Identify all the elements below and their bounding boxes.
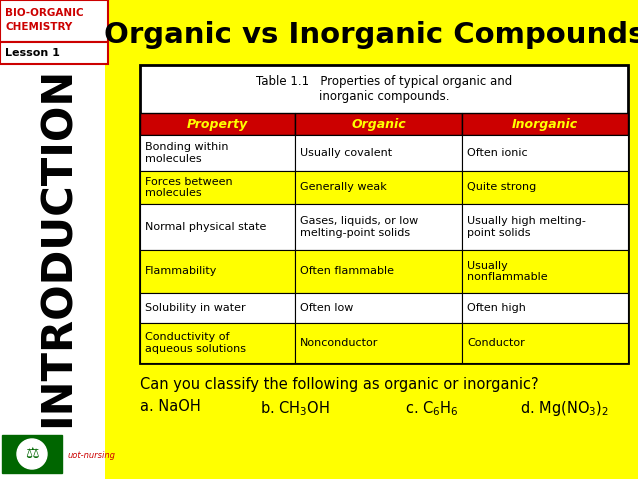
Text: Flammability: Flammability <box>145 266 218 276</box>
Text: Often high: Often high <box>467 303 526 313</box>
Text: Table 1.1   Properties of typical organic and: Table 1.1 Properties of typical organic … <box>256 75 512 88</box>
Bar <box>462 204 628 250</box>
Text: Lesson 1: Lesson 1 <box>5 48 60 58</box>
Bar <box>295 250 462 293</box>
Text: Usually high melting-
point solids: Usually high melting- point solids <box>467 216 586 238</box>
Text: Usually covalent: Usually covalent <box>300 148 392 158</box>
Text: Inorganic: Inorganic <box>512 117 578 130</box>
Text: ⚖: ⚖ <box>25 446 39 461</box>
Bar <box>295 113 462 135</box>
Text: INTRODUCTION: INTRODUCTION <box>37 67 79 427</box>
Text: Organic: Organic <box>351 117 406 130</box>
Bar <box>140 293 295 323</box>
Bar <box>140 113 295 135</box>
Bar <box>0 42 108 64</box>
Text: Usually
nonflammable: Usually nonflammable <box>467 261 547 282</box>
Text: c. C$_6$H$_6$: c. C$_6$H$_6$ <box>405 399 459 418</box>
Bar <box>462 250 628 293</box>
Bar <box>140 250 295 293</box>
Text: BIO-ORGANIC: BIO-ORGANIC <box>5 8 84 18</box>
Text: Often ionic: Often ionic <box>467 148 528 158</box>
Text: Gases, liquids, or low
melting-point solids: Gases, liquids, or low melting-point sol… <box>300 216 419 238</box>
Bar <box>140 171 295 204</box>
Text: d. Mg(NO$_3$)$_2$: d. Mg(NO$_3$)$_2$ <box>520 399 609 418</box>
Text: Generally weak: Generally weak <box>300 182 387 193</box>
Bar <box>462 323 628 363</box>
Bar <box>295 204 462 250</box>
Text: CHEMISTRY: CHEMISTRY <box>5 22 72 32</box>
Text: Bonding within
molecules: Bonding within molecules <box>145 142 228 164</box>
Bar <box>0 0 108 42</box>
Bar <box>462 113 628 135</box>
Text: Quite strong: Quite strong <box>467 182 537 193</box>
Bar <box>295 293 462 323</box>
Bar <box>140 65 628 363</box>
Circle shape <box>17 439 47 469</box>
Bar <box>140 204 295 250</box>
Bar <box>295 135 462 171</box>
Bar <box>462 293 628 323</box>
Bar <box>140 135 295 171</box>
Text: a. NaOH: a. NaOH <box>140 399 201 414</box>
Text: uot-nursing: uot-nursing <box>68 452 116 460</box>
Bar <box>140 323 295 363</box>
Text: Often flammable: Often flammable <box>300 266 394 276</box>
Text: Conductor: Conductor <box>467 338 524 348</box>
Bar <box>462 135 628 171</box>
Text: Can you classify the following as organic or inorganic?: Can you classify the following as organi… <box>140 377 538 392</box>
Text: Conductivity of
aqueous solutions: Conductivity of aqueous solutions <box>145 332 246 354</box>
Bar <box>295 171 462 204</box>
Bar <box>105 0 108 479</box>
Text: Organic vs Inorganic Compounds: Organic vs Inorganic Compounds <box>104 21 638 49</box>
Bar <box>0 0 108 479</box>
Text: Normal physical state: Normal physical state <box>145 222 267 232</box>
Text: Property: Property <box>187 117 248 130</box>
Text: b. CH$_3$OH: b. CH$_3$OH <box>260 399 330 418</box>
Text: inorganic compounds.: inorganic compounds. <box>319 90 449 103</box>
Text: Often low: Often low <box>300 303 353 313</box>
Text: Nonconductor: Nonconductor <box>300 338 378 348</box>
Text: Solubility in water: Solubility in water <box>145 303 246 313</box>
Text: Forces between
molecules: Forces between molecules <box>145 177 233 198</box>
Bar <box>2 435 62 473</box>
Bar <box>462 171 628 204</box>
Bar <box>295 323 462 363</box>
